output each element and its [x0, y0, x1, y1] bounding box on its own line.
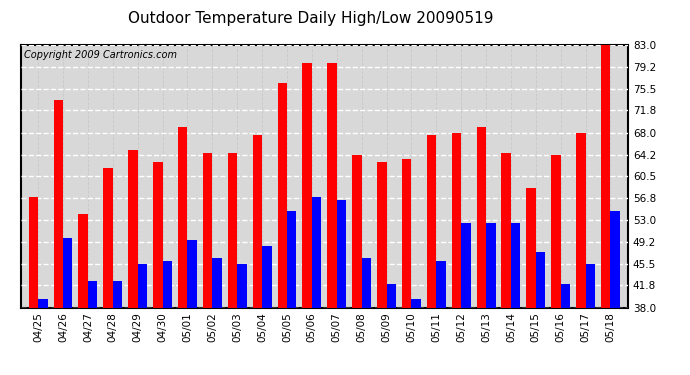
Bar	[163, 261, 172, 308]
Bar	[576, 132, 586, 308]
Bar	[178, 127, 188, 308]
Bar	[427, 135, 436, 308]
Bar	[452, 132, 461, 308]
Bar	[302, 63, 312, 308]
Bar	[502, 153, 511, 308]
Bar	[362, 258, 371, 308]
Bar	[203, 153, 213, 308]
Bar	[112, 281, 122, 308]
Bar	[29, 196, 38, 308]
Bar	[536, 252, 545, 308]
Bar	[213, 258, 221, 308]
Bar	[561, 284, 570, 308]
Bar	[38, 299, 48, 307]
Bar	[601, 45, 611, 308]
Bar	[526, 188, 536, 308]
Bar	[312, 196, 322, 308]
Text: Outdoor Temperature Daily High/Low 20090519: Outdoor Temperature Daily High/Low 20090…	[128, 11, 493, 26]
Bar	[461, 223, 471, 308]
Bar	[253, 135, 262, 308]
Bar	[153, 162, 163, 308]
Bar	[511, 223, 520, 308]
Bar	[486, 223, 495, 308]
Text: Copyright 2009 Cartronics.com: Copyright 2009 Cartronics.com	[23, 50, 177, 60]
Bar	[377, 162, 386, 308]
Bar	[477, 127, 486, 308]
Bar	[228, 153, 237, 308]
Bar	[386, 284, 396, 308]
Bar	[262, 246, 272, 308]
Bar	[104, 168, 112, 308]
Bar	[337, 200, 346, 308]
Bar	[352, 154, 362, 308]
Bar	[402, 159, 411, 308]
Bar	[54, 100, 63, 308]
Bar	[88, 281, 97, 308]
Bar	[128, 150, 138, 308]
Bar	[436, 261, 446, 308]
Bar	[63, 237, 72, 308]
Bar	[277, 83, 287, 308]
Bar	[138, 264, 147, 308]
Bar	[79, 214, 88, 308]
Bar	[551, 154, 561, 308]
Bar	[586, 264, 595, 308]
Bar	[287, 211, 297, 308]
Bar	[611, 211, 620, 308]
Bar	[237, 264, 246, 308]
Bar	[188, 240, 197, 308]
Bar	[327, 63, 337, 308]
Bar	[411, 299, 421, 307]
